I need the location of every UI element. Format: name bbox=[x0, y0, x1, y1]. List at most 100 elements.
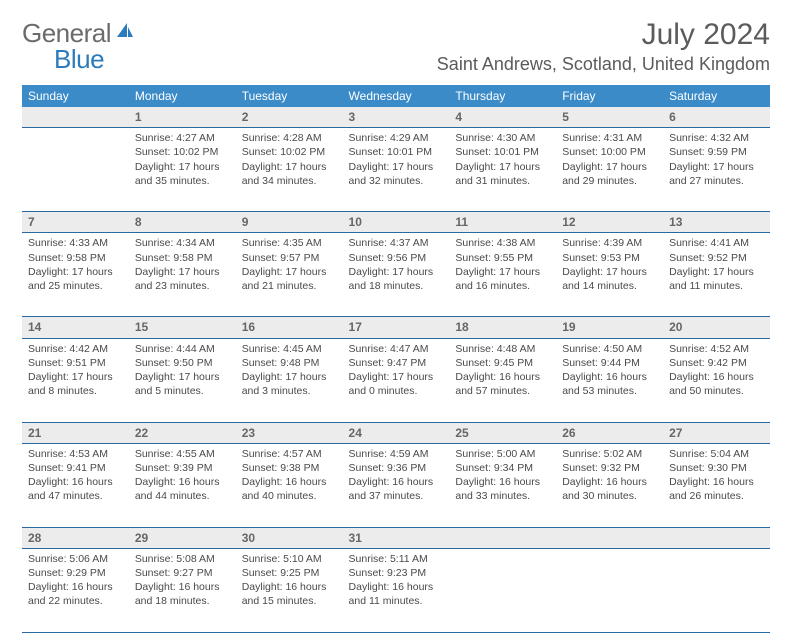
sunset-text: Sunset: 9:52 PM bbox=[669, 251, 764, 265]
day-cell: Sunrise: 4:45 AMSunset: 9:48 PMDaylight:… bbox=[236, 338, 343, 422]
sunset-text: Sunset: 9:48 PM bbox=[242, 356, 337, 370]
daylight-text: Daylight: 17 hours bbox=[242, 160, 337, 174]
daylight-text: and 33 minutes. bbox=[455, 489, 550, 503]
daylight-text: and 26 minutes. bbox=[669, 489, 764, 503]
day-number: 9 bbox=[236, 212, 343, 233]
day-number: 12 bbox=[556, 212, 663, 233]
week-row: Sunrise: 4:42 AMSunset: 9:51 PMDaylight:… bbox=[22, 338, 770, 422]
logo-sail-icon bbox=[115, 21, 135, 46]
day-number bbox=[556, 527, 663, 548]
sunrise-text: Sunrise: 4:33 AM bbox=[28, 236, 123, 250]
sunrise-text: Sunrise: 4:30 AM bbox=[455, 131, 550, 145]
sunset-text: Sunset: 9:30 PM bbox=[669, 461, 764, 475]
daylight-text: and 8 minutes. bbox=[28, 384, 123, 398]
sunset-text: Sunset: 9:38 PM bbox=[242, 461, 337, 475]
daylight-text: Daylight: 16 hours bbox=[349, 580, 444, 594]
daylight-text: Daylight: 16 hours bbox=[669, 475, 764, 489]
daylight-text: Daylight: 16 hours bbox=[28, 580, 123, 594]
day-cell: Sunrise: 4:33 AMSunset: 9:58 PMDaylight:… bbox=[22, 233, 129, 317]
sunrise-text: Sunrise: 4:39 AM bbox=[562, 236, 657, 250]
sunrise-text: Sunrise: 5:11 AM bbox=[349, 552, 444, 566]
sunset-text: Sunset: 9:32 PM bbox=[562, 461, 657, 475]
daylight-text: and 18 minutes. bbox=[135, 594, 230, 608]
sunset-text: Sunset: 10:01 PM bbox=[455, 145, 550, 159]
sunrise-text: Sunrise: 4:32 AM bbox=[669, 131, 764, 145]
daylight-text: and 16 minutes. bbox=[455, 279, 550, 293]
daylight-text: and 31 minutes. bbox=[455, 174, 550, 188]
daylight-text: Daylight: 17 hours bbox=[669, 160, 764, 174]
day-number: 8 bbox=[129, 212, 236, 233]
daylight-text: and 50 minutes. bbox=[669, 384, 764, 398]
sunrise-text: Sunrise: 4:53 AM bbox=[28, 447, 123, 461]
sunset-text: Sunset: 9:44 PM bbox=[562, 356, 657, 370]
weekday-header: Saturday bbox=[663, 85, 770, 107]
day-cell: Sunrise: 5:00 AMSunset: 9:34 PMDaylight:… bbox=[449, 443, 556, 527]
daylight-text: and 14 minutes. bbox=[562, 279, 657, 293]
daylight-text: Daylight: 16 hours bbox=[562, 475, 657, 489]
daylight-text: Daylight: 17 hours bbox=[349, 265, 444, 279]
day-number: 19 bbox=[556, 317, 663, 338]
day-number: 3 bbox=[343, 107, 450, 128]
week-row: Sunrise: 5:06 AMSunset: 9:29 PMDaylight:… bbox=[22, 548, 770, 632]
day-cell: Sunrise: 5:06 AMSunset: 9:29 PMDaylight:… bbox=[22, 548, 129, 632]
sunset-text: Sunset: 10:00 PM bbox=[562, 145, 657, 159]
day-cell: Sunrise: 4:29 AMSunset: 10:01 PMDaylight… bbox=[343, 128, 450, 212]
sunset-text: Sunset: 9:36 PM bbox=[349, 461, 444, 475]
day-cell: Sunrise: 5:04 AMSunset: 9:30 PMDaylight:… bbox=[663, 443, 770, 527]
sunset-text: Sunset: 10:01 PM bbox=[349, 145, 444, 159]
daylight-text: and 27 minutes. bbox=[669, 174, 764, 188]
day-number: 29 bbox=[129, 527, 236, 548]
week-row: Sunrise: 4:33 AMSunset: 9:58 PMDaylight:… bbox=[22, 233, 770, 317]
daylight-text: and 22 minutes. bbox=[28, 594, 123, 608]
daylight-text: Daylight: 17 hours bbox=[669, 265, 764, 279]
day-cell: Sunrise: 4:41 AMSunset: 9:52 PMDaylight:… bbox=[663, 233, 770, 317]
sunrise-text: Sunrise: 4:27 AM bbox=[135, 131, 230, 145]
daylight-text: and 29 minutes. bbox=[562, 174, 657, 188]
day-cell: Sunrise: 5:02 AMSunset: 9:32 PMDaylight:… bbox=[556, 443, 663, 527]
sunrise-text: Sunrise: 4:44 AM bbox=[135, 342, 230, 356]
day-cell: Sunrise: 4:38 AMSunset: 9:55 PMDaylight:… bbox=[449, 233, 556, 317]
sunset-text: Sunset: 9:59 PM bbox=[669, 145, 764, 159]
sunrise-text: Sunrise: 4:37 AM bbox=[349, 236, 444, 250]
sunset-text: Sunset: 9:27 PM bbox=[135, 566, 230, 580]
day-number: 16 bbox=[236, 317, 343, 338]
day-number: 23 bbox=[236, 422, 343, 443]
logo-text-blue: Blue bbox=[54, 44, 104, 75]
daylight-text: and 57 minutes. bbox=[455, 384, 550, 398]
day-cell: Sunrise: 5:11 AMSunset: 9:23 PMDaylight:… bbox=[343, 548, 450, 632]
sunrise-text: Sunrise: 5:08 AM bbox=[135, 552, 230, 566]
day-number: 4 bbox=[449, 107, 556, 128]
logo: General Blue bbox=[22, 18, 137, 49]
daylight-text: and 3 minutes. bbox=[242, 384, 337, 398]
daylight-text: and 44 minutes. bbox=[135, 489, 230, 503]
daylight-text: and 18 minutes. bbox=[349, 279, 444, 293]
day-number: 13 bbox=[663, 212, 770, 233]
sunrise-text: Sunrise: 4:57 AM bbox=[242, 447, 337, 461]
daylight-text: and 21 minutes. bbox=[242, 279, 337, 293]
week-row: Sunrise: 4:53 AMSunset: 9:41 PM Daylight:… bbox=[22, 443, 770, 527]
daylight-text: and 47 minutes. bbox=[28, 489, 123, 503]
sunrise-text: Sunrise: 5:04 AM bbox=[669, 447, 764, 461]
day-number: 22 bbox=[129, 422, 236, 443]
day-number: 18 bbox=[449, 317, 556, 338]
daylight-text: and 37 minutes. bbox=[349, 489, 444, 503]
week-row: Sunrise: 4:27 AMSunset: 10:02 PM Daylight… bbox=[22, 128, 770, 212]
sunrise-text: Sunrise: 4:35 AM bbox=[242, 236, 337, 250]
day-cell: Sunrise: 4:35 AMSunset: 9:57 PMDaylight:… bbox=[236, 233, 343, 317]
month-title: July 2024 bbox=[437, 18, 770, 52]
sunrise-text: Sunrise: 5:00 AM bbox=[455, 447, 550, 461]
daylight-text: Daylight: 17 hours bbox=[349, 370, 444, 384]
daylight-text: Daylight: 17 hours bbox=[349, 160, 444, 174]
sunset-text: Sunset: 10:02 PM bbox=[135, 145, 230, 159]
day-cell: Sunrise: 4:47 AMSunset: 9:47 PMDaylight:… bbox=[343, 338, 450, 422]
day-number: 5 bbox=[556, 107, 663, 128]
day-cell: Sunrise: 4:57 AMSunset: 9:38 PMDaylight:… bbox=[236, 443, 343, 527]
calendar-table: Sunday Monday Tuesday Wednesday Thursday… bbox=[22, 85, 770, 633]
sunrise-text: Sunrise: 5:02 AM bbox=[562, 447, 657, 461]
sunset-text: Sunset: 9:39 PM bbox=[135, 461, 230, 475]
day-number: 2 bbox=[236, 107, 343, 128]
daylight-text: and 11 minutes. bbox=[669, 279, 764, 293]
sunset-text: Sunset: 9:42 PM bbox=[669, 356, 764, 370]
sunset-text: Sunset: 9:41 PM bbox=[28, 461, 123, 475]
day-cell bbox=[22, 128, 129, 212]
